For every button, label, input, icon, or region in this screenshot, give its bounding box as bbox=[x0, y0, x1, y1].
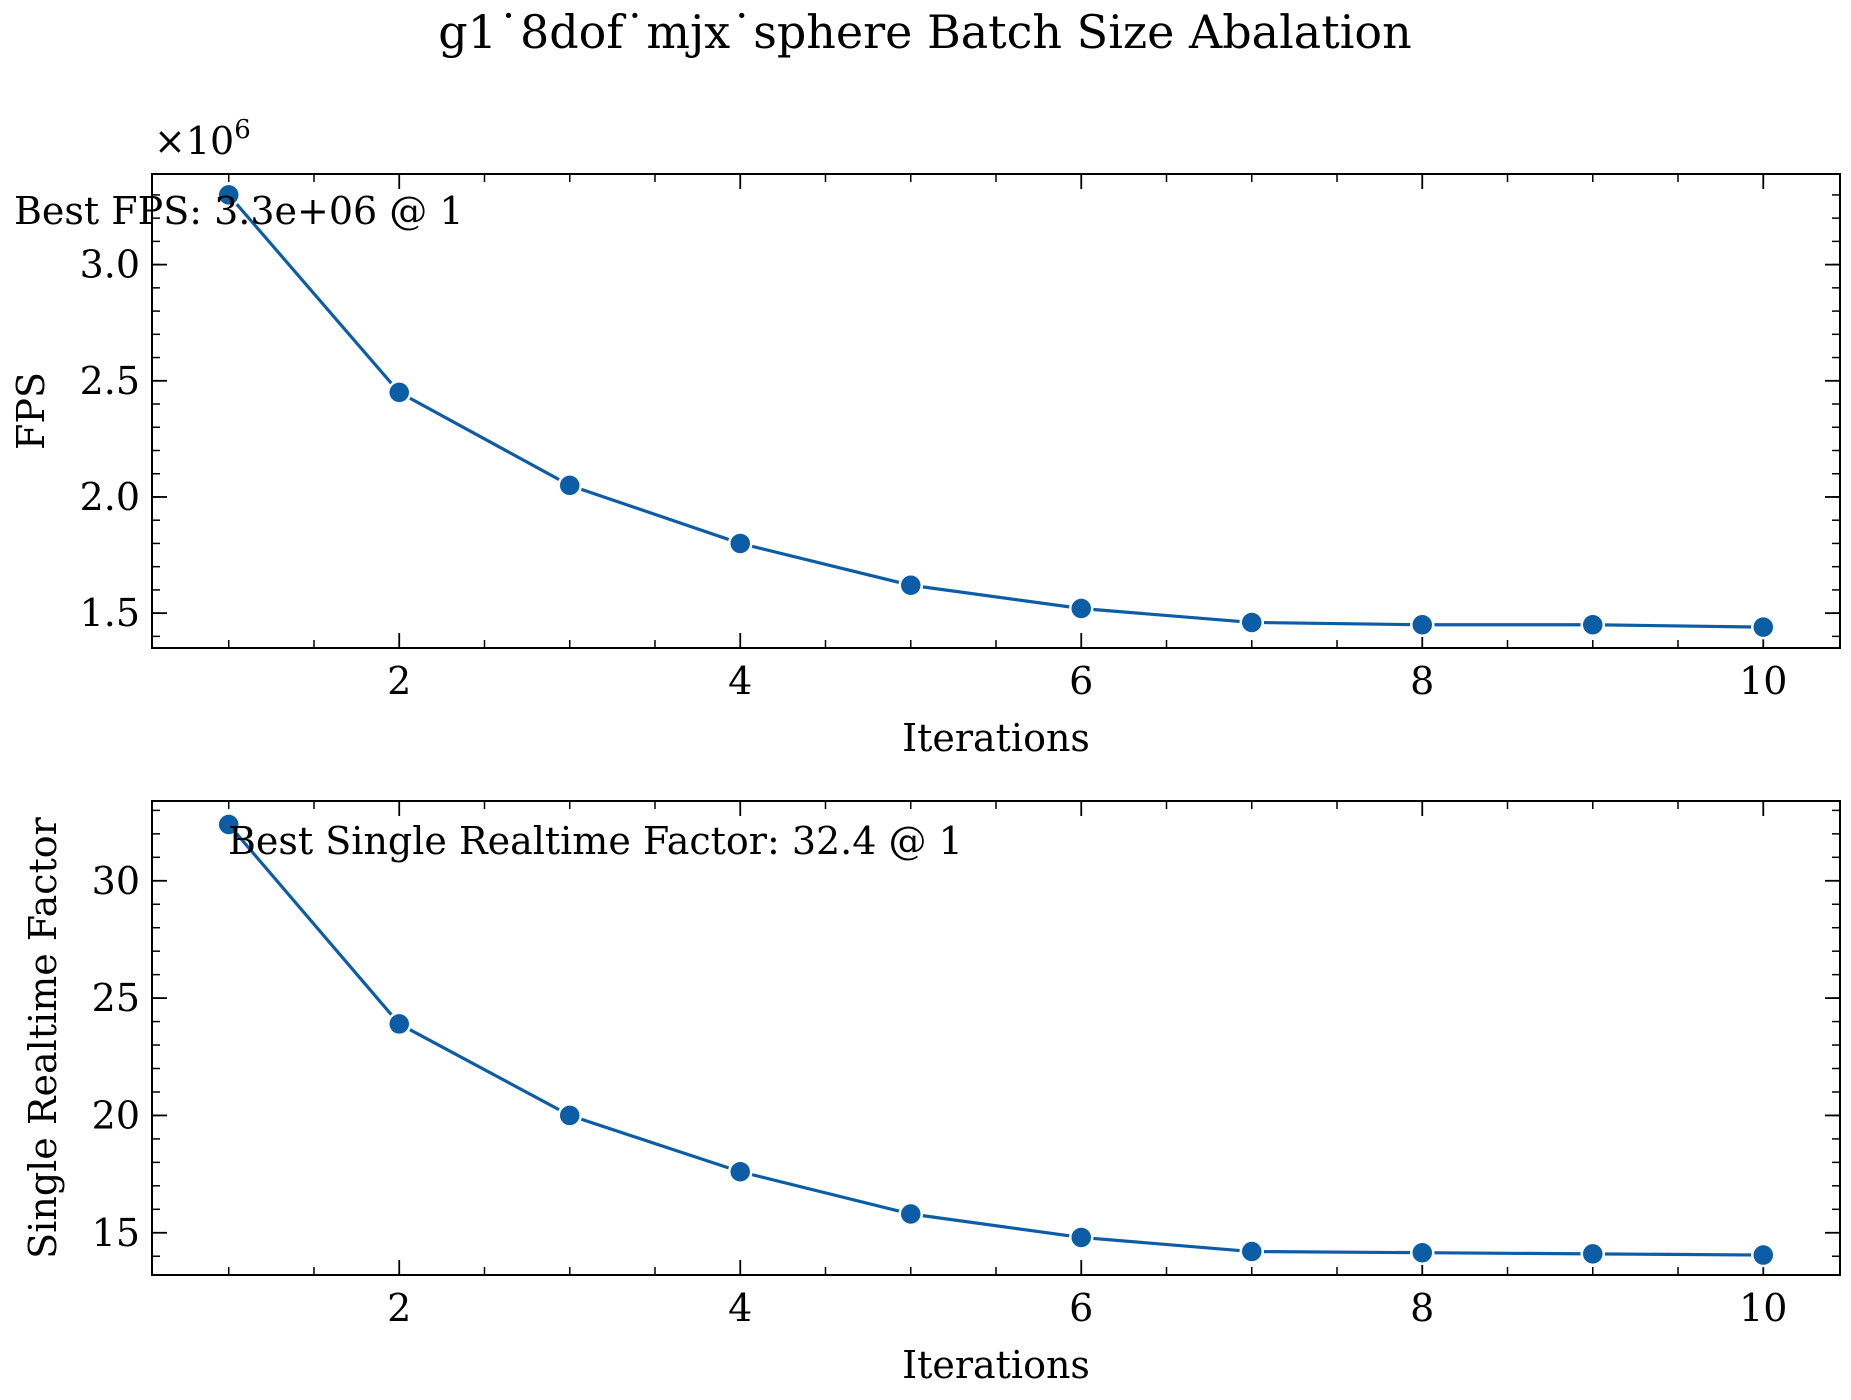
data-point bbox=[898, 573, 923, 598]
y-offset-label: ×106 bbox=[154, 115, 251, 163]
data-point bbox=[1410, 1240, 1435, 1265]
data-point bbox=[1751, 1242, 1776, 1268]
data-point bbox=[1410, 612, 1435, 638]
y-axis-label: FPS bbox=[9, 372, 53, 450]
series-line bbox=[227, 823, 1764, 1257]
data-point bbox=[1580, 1241, 1606, 1267]
axes-frame bbox=[151, 173, 1841, 649]
x-axis-label: Iterations bbox=[902, 1343, 1090, 1387]
best-annotation: Best Single Realtime Factor: 32.4 @ 1 bbox=[228, 819, 963, 863]
x-tick-label: 6 bbox=[1069, 659, 1093, 703]
data-point bbox=[1751, 614, 1776, 640]
data-point bbox=[1580, 612, 1606, 638]
x-tick-label: 8 bbox=[1410, 1286, 1434, 1330]
y-offset-exponent: 6 bbox=[234, 115, 251, 145]
data-point bbox=[727, 531, 753, 556]
best-annotation: Best FPS: 3.3e+06 @ 1 bbox=[14, 189, 464, 233]
y-tick-label: 15 bbox=[92, 1211, 140, 1255]
x-tick-label: 8 bbox=[1410, 659, 1434, 703]
data-point bbox=[727, 1159, 753, 1185]
data-point bbox=[898, 1201, 923, 1227]
data-point bbox=[386, 380, 412, 405]
y-tick-label: 25 bbox=[92, 976, 140, 1020]
data-point bbox=[557, 1103, 582, 1128]
x-tick-label: 4 bbox=[728, 1286, 752, 1330]
data-point bbox=[1069, 1225, 1094, 1250]
y-tick-label: 2.5 bbox=[80, 359, 140, 403]
x-tick-label: 2 bbox=[387, 1286, 411, 1330]
x-tick-label: 4 bbox=[728, 659, 752, 703]
x-tick-label: 10 bbox=[1739, 1286, 1787, 1330]
data-point bbox=[1069, 596, 1094, 621]
realtime-factor-subplot: 2 4 6 8 10 15 20 25 30 Iterations Single Realtime … bbox=[21, 800, 1841, 1387]
x-tick-label: 10 bbox=[1739, 659, 1787, 703]
fps-subplot: 2 4 6 8 10 1.5 2.0 2.5 3.0 Iterations FPS ×106 Best … bbox=[9, 115, 1841, 760]
data-point bbox=[216, 182, 241, 208]
data-point bbox=[216, 812, 241, 837]
y-tick-label: 1.5 bbox=[80, 591, 140, 635]
x-axis-label: Iterations bbox=[902, 716, 1090, 760]
y-tick-label: 30 bbox=[92, 859, 140, 903]
series-line bbox=[227, 193, 1764, 629]
y-tick-label: 2.0 bbox=[80, 475, 140, 519]
x-tick-label: 2 bbox=[387, 659, 411, 703]
axes-frame bbox=[151, 800, 1841, 1276]
data-point bbox=[1239, 1239, 1265, 1264]
data-point bbox=[386, 1011, 412, 1037]
x-tick-label: 6 bbox=[1069, 1286, 1093, 1330]
figure-title: g1˙8dof˙mjx˙sphere Batch Size Abalation bbox=[438, 5, 1411, 59]
data-point bbox=[557, 473, 582, 498]
y-tick-label: 3.0 bbox=[80, 243, 140, 287]
data-point bbox=[1239, 610, 1265, 635]
y-axis-label: Single Realtime Factor bbox=[21, 816, 65, 1259]
y-tick-label: 20 bbox=[92, 1093, 140, 1137]
